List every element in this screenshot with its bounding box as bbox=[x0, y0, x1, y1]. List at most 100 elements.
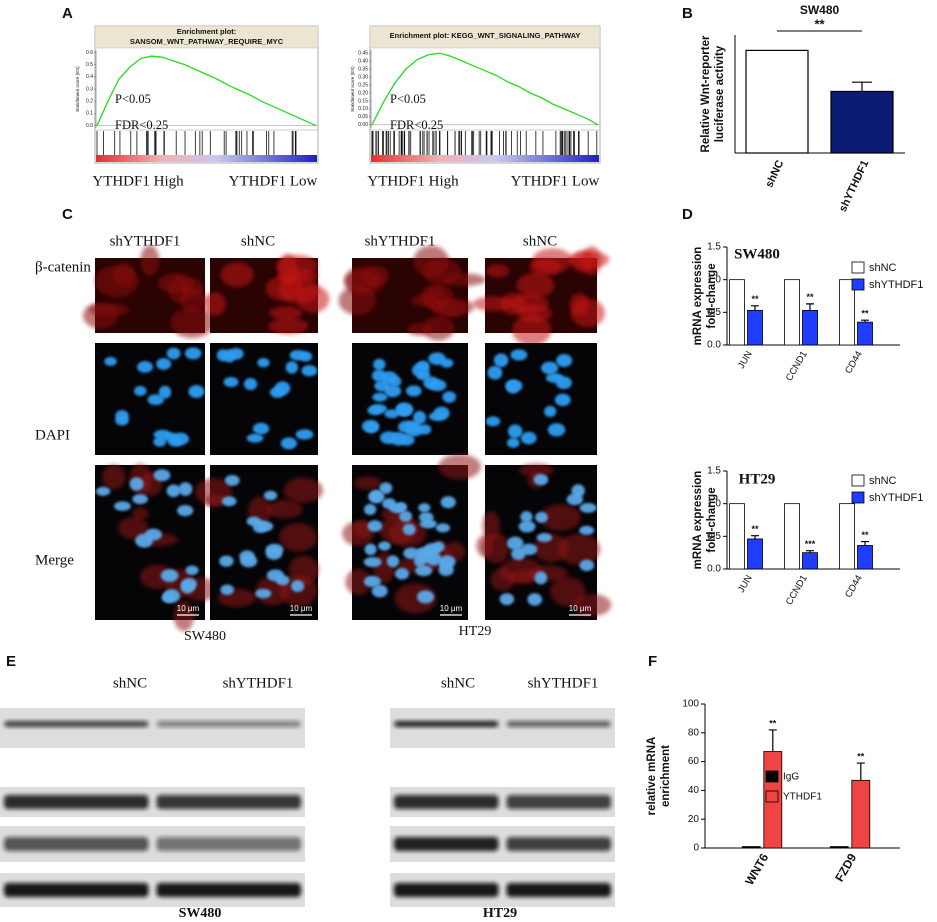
nucleus bbox=[115, 410, 129, 422]
error-bar bbox=[856, 762, 865, 781]
chart-title: SW480 bbox=[734, 246, 780, 262]
nucleus bbox=[166, 484, 181, 498]
error-bar bbox=[806, 303, 814, 311]
x-label: YTHDF1 Low bbox=[511, 173, 600, 189]
stain bbox=[88, 303, 130, 316]
nucleus bbox=[533, 474, 549, 486]
column-label: shYTHDF1 bbox=[223, 675, 294, 691]
nucleus bbox=[520, 431, 537, 445]
legend-label: YTHDF1 bbox=[783, 792, 822, 803]
nucleus bbox=[153, 436, 167, 447]
stain bbox=[482, 510, 501, 541]
nucleus bbox=[361, 419, 380, 433]
nucleus bbox=[220, 584, 234, 596]
micrograph bbox=[203, 254, 330, 334]
micrograph bbox=[338, 245, 487, 341]
chart-title: HT29 bbox=[739, 471, 776, 487]
nucleus bbox=[556, 353, 573, 368]
nucleus bbox=[428, 379, 447, 392]
y-tick-label: 0.3 bbox=[86, 86, 93, 92]
nucleus bbox=[147, 394, 165, 406]
y-tick-label: 0.15 bbox=[358, 98, 368, 104]
nucleus bbox=[153, 469, 171, 482]
bar bbox=[830, 90, 894, 154]
nucleus bbox=[363, 575, 382, 588]
y-tick-label: 1.5 bbox=[707, 466, 721, 477]
blot-background bbox=[390, 708, 615, 748]
nucleus bbox=[381, 371, 398, 384]
nucleus bbox=[405, 425, 423, 437]
x-label: YTHDF1 High bbox=[367, 173, 459, 189]
stain bbox=[118, 517, 149, 540]
nucleus bbox=[579, 503, 597, 513]
nucleus bbox=[554, 393, 571, 407]
error-bar bbox=[751, 305, 759, 311]
blot-band bbox=[394, 837, 499, 851]
nucleus bbox=[418, 503, 431, 513]
nucleus bbox=[372, 392, 388, 402]
nucleus bbox=[289, 349, 307, 361]
nucleus bbox=[104, 356, 117, 366]
bar bbox=[802, 552, 818, 570]
nucleus bbox=[285, 361, 299, 374]
nucleus bbox=[136, 361, 153, 373]
legend-swatch bbox=[851, 261, 865, 274]
nucleus bbox=[364, 543, 377, 556]
nucleus bbox=[258, 521, 274, 532]
nucleus bbox=[180, 581, 195, 594]
error-bar bbox=[751, 535, 759, 539]
nucleus bbox=[384, 409, 400, 419]
plot-title: Enrichment plot: bbox=[177, 27, 237, 36]
bar bbox=[857, 545, 873, 570]
nucleus bbox=[499, 593, 515, 606]
nucleus bbox=[507, 536, 524, 550]
legend-label: shNC bbox=[869, 475, 897, 487]
annotation: P<0.05 bbox=[115, 92, 151, 106]
y-tick-label: 0.30 bbox=[358, 74, 368, 80]
micrograph: 10 μm bbox=[342, 454, 481, 620]
nucleus bbox=[547, 423, 566, 437]
nucleus bbox=[166, 347, 181, 360]
y-tick-label: 0.10 bbox=[358, 106, 368, 112]
stain bbox=[430, 297, 474, 317]
nucleus bbox=[291, 580, 305, 592]
stain bbox=[528, 565, 569, 582]
nucleus bbox=[266, 569, 285, 582]
y-tick-label: 60 bbox=[688, 756, 700, 767]
nucleus bbox=[132, 493, 148, 505]
blot-background bbox=[0, 708, 305, 748]
row-label: β-catenin bbox=[35, 259, 91, 275]
y-tick-label: 0.1 bbox=[86, 111, 93, 117]
y-tick-label: 0.0 bbox=[707, 340, 721, 351]
nucleus bbox=[518, 520, 536, 533]
error-bar bbox=[806, 550, 814, 553]
significance: ** bbox=[814, 16, 825, 31]
stain bbox=[472, 296, 513, 312]
rank-gradient bbox=[371, 155, 599, 162]
stain bbox=[220, 262, 254, 288]
nucleus bbox=[184, 347, 202, 360]
nucleus bbox=[364, 503, 377, 516]
enrichment-line bbox=[96, 55, 317, 127]
nucleus bbox=[438, 563, 454, 577]
micrograph bbox=[82, 245, 215, 339]
nucleus bbox=[536, 533, 553, 543]
stain bbox=[140, 245, 160, 276]
bar bbox=[747, 538, 763, 570]
blot-band bbox=[156, 795, 301, 809]
x-label: YTHDF1 Low bbox=[229, 173, 318, 189]
annotation: FDR<0.25 bbox=[115, 118, 168, 132]
stain bbox=[203, 292, 227, 316]
y-tick-label: 40 bbox=[688, 785, 700, 796]
stain bbox=[101, 464, 126, 490]
micrograph bbox=[95, 343, 205, 455]
bar bbox=[729, 503, 745, 570]
nucleus bbox=[510, 349, 528, 361]
plot-title: Enrichment plot: KEGG_WNT_SIGNALING_PATH… bbox=[390, 31, 581, 40]
y-tick-label: 0.05 bbox=[358, 114, 368, 120]
annotation: FDR<0.25 bbox=[390, 118, 443, 132]
legend-label: shYTHDF1 bbox=[869, 279, 923, 291]
nucleus bbox=[301, 365, 318, 377]
stain bbox=[569, 293, 589, 316]
